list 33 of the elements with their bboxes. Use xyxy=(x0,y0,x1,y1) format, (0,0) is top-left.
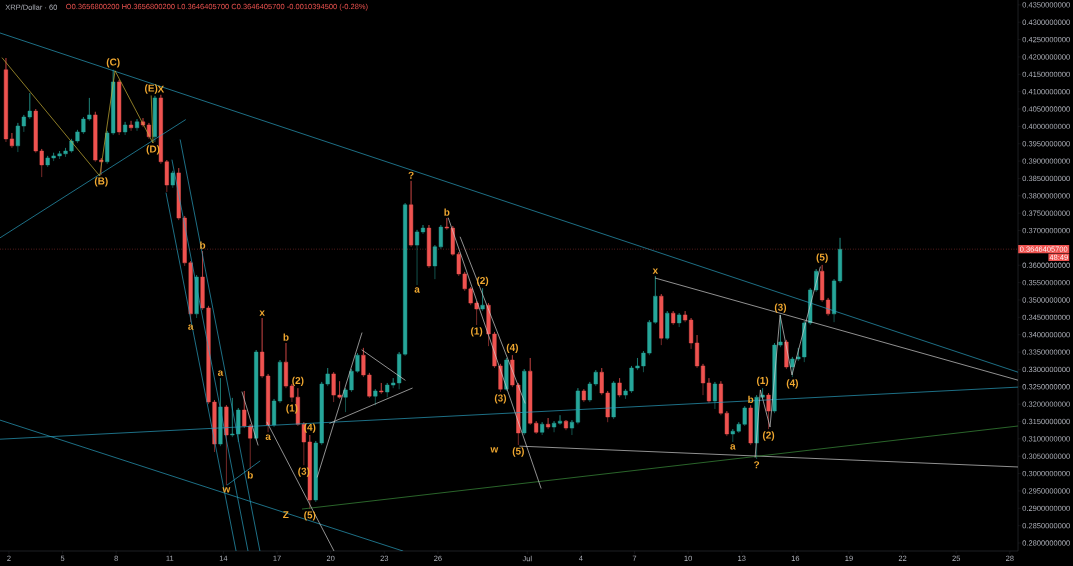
annotation: a xyxy=(188,324,194,330)
annotation: a xyxy=(217,370,224,376)
annotation: b xyxy=(444,208,450,216)
annotation: w xyxy=(490,447,499,453)
annotation: ? xyxy=(408,171,414,179)
annotation: (5) xyxy=(304,511,316,521)
annotation: (2) xyxy=(292,376,304,386)
annotation: (E) xyxy=(145,84,158,94)
annotation: w xyxy=(222,487,231,493)
annotation: x xyxy=(652,268,659,274)
annotation: b xyxy=(200,241,206,249)
annotation: ? xyxy=(754,461,760,469)
annotation: x xyxy=(259,310,265,316)
annotation: (4) xyxy=(786,379,798,389)
annotation: (1) xyxy=(756,376,769,386)
annotation: (2) xyxy=(762,431,775,441)
annotation: a xyxy=(730,444,736,450)
annotation: X xyxy=(157,85,165,93)
annotation: (3) xyxy=(494,394,507,404)
annotation: (C) xyxy=(106,58,120,68)
annotation: (3) xyxy=(774,303,787,313)
annotation: (B) xyxy=(94,177,108,187)
annotation: b xyxy=(283,333,289,341)
annotation: Z xyxy=(283,511,289,519)
annotation: b xyxy=(748,395,754,403)
annotation: a xyxy=(265,434,271,440)
annotation: (4) xyxy=(506,343,518,353)
annotation: (1) xyxy=(471,327,483,337)
annotation: (2) xyxy=(476,276,489,286)
annotation: (5) xyxy=(512,447,524,457)
annotation: a xyxy=(414,287,420,293)
annotation: b xyxy=(247,471,253,479)
annotation: (5) xyxy=(816,253,828,263)
